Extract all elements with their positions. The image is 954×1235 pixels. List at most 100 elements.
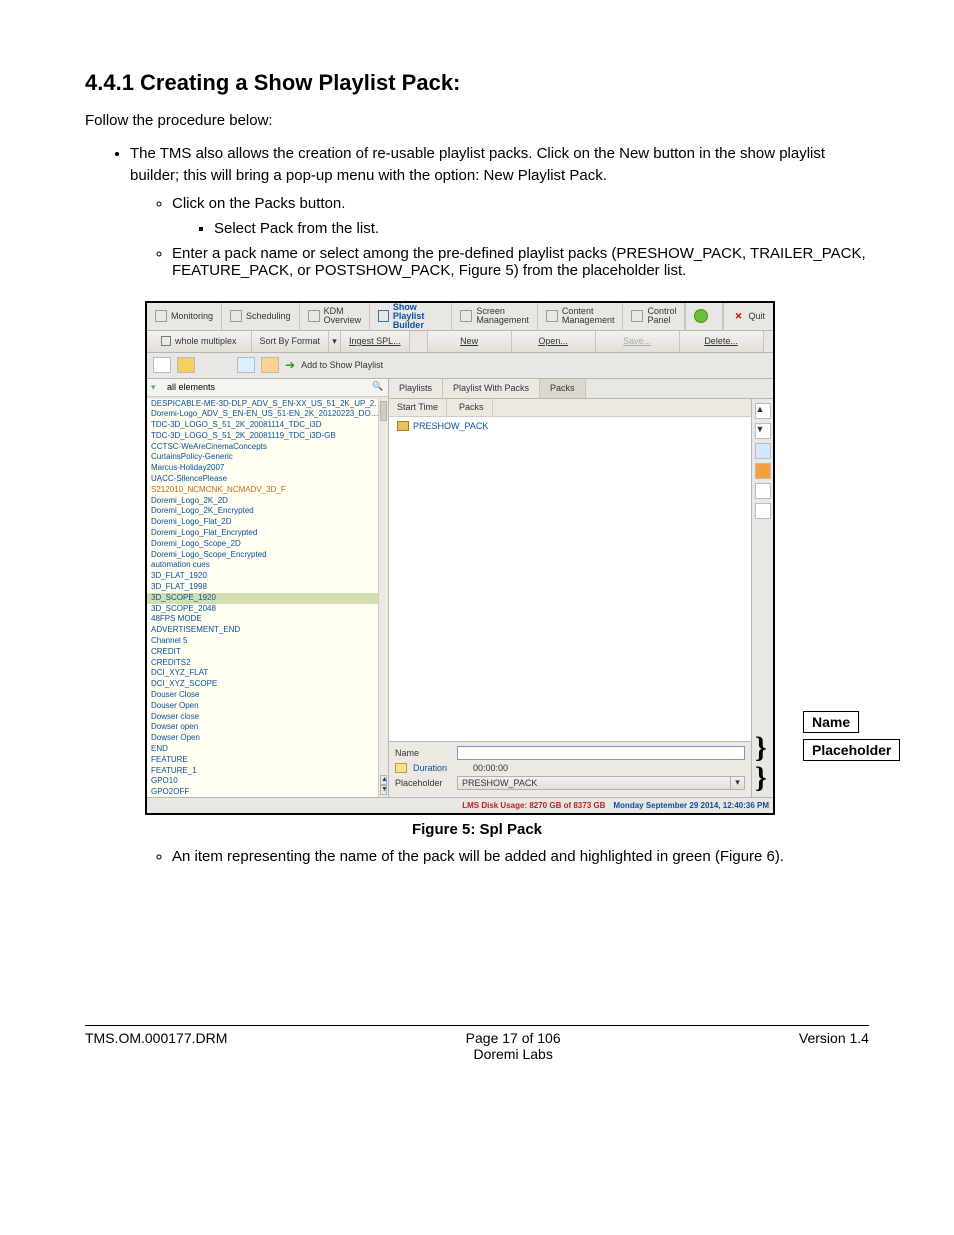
col-start-time[interactable]: Start Time <box>389 399 447 416</box>
add-to-show-playlist[interactable]: Add to Show Playlist <box>301 360 383 370</box>
list-item[interactable]: Doremi_Logo_2K_Encrypted <box>147 506 388 517</box>
list-item[interactable]: Dowser open <box>147 722 388 733</box>
tab-control-label-2: Panel <box>647 315 670 325</box>
filter-input[interactable] <box>165 381 372 393</box>
list-item[interactable]: Doremi_Logo_2K_2D <box>147 496 388 507</box>
spinner[interactable]: ▲▼ <box>380 775 387 795</box>
delete-button[interactable]: Delete... <box>680 331 764 352</box>
ingest-spl-button[interactable]: Ingest SPL... <box>341 331 410 352</box>
list-item[interactable]: 3D_FLAT_1920 <box>147 571 388 582</box>
chevron-down-icon: ▾ <box>730 777 744 789</box>
list-item[interactable]: TDC-3D_LOGO_S_51_2K_20081114_TDC_i3D <box>147 420 388 431</box>
list-item[interactable]: UACC-SilencePlease <box>147 474 388 485</box>
duration-value: 00:00:00 <box>473 763 508 773</box>
list-item[interactable]: Doremi_Logo_Scope_2D <box>147 539 388 550</box>
subtab-packs[interactable]: Packs <box>540 379 586 398</box>
list-item[interactable]: FEATURE_1 <box>147 766 388 777</box>
save-button[interactable]: Save... <box>596 331 680 352</box>
tab-kdm-label-2: Overview <box>324 315 362 325</box>
tab-show-playlist-builder[interactable]: Show PlaylistBuilder <box>370 303 452 330</box>
name-input[interactable] <box>457 746 745 760</box>
scrollbar[interactable]: ▲▼ <box>378 399 388 797</box>
list-item[interactable]: CurtainsPolicy-Generic <box>147 452 388 463</box>
list-item[interactable]: Douser Close <box>147 690 388 701</box>
save-label: Save... <box>623 336 651 346</box>
list-item[interactable]: TDC-3D_LOGO_S_51_2K_20081119_TDC_i3D-GB <box>147 431 388 442</box>
subtab-playlist-with-packs[interactable]: Playlist With Packs <box>443 379 540 398</box>
tool-icon-2[interactable] <box>177 357 195 373</box>
list-item[interactable]: Marcus-Holiday2007 <box>147 463 388 474</box>
tab-control-panel[interactable]: ControlPanel <box>623 303 685 330</box>
list-item[interactable]: 48FPS MODE <box>147 614 388 625</box>
sort-by-format[interactable]: Sort By Format <box>252 331 330 352</box>
callout-placeholder: Placeholder <box>803 739 900 761</box>
side-icon-6[interactable] <box>755 503 771 519</box>
tab-monitoring[interactable]: Monitoring <box>147 303 222 330</box>
tool-icon-4[interactable] <box>261 357 279 373</box>
list-item[interactable]: CREDIT <box>147 647 388 658</box>
quit-button[interactable]: ✕Quit <box>723 303 773 330</box>
search-icon[interactable]: 🔍 <box>372 381 384 393</box>
tab-screen-mgmt[interactable]: ScreenManagement <box>452 303 538 330</box>
new-button[interactable]: New <box>428 331 512 352</box>
disk-usage: LMS Disk Usage: 8270 GB of 8373 GB <box>462 801 605 810</box>
brace-name: } <box>755 739 765 757</box>
element-list[interactable]: DESPICABLE-ME-3D-DLP_ADV_S_EN-XX_US_51_2… <box>147 399 388 797</box>
list-item[interactable]: Doremi_Logo_Scope_Encrypted <box>147 550 388 561</box>
tool-icon-1[interactable] <box>153 357 171 373</box>
duration-label: Duration <box>413 763 447 773</box>
tab-content-label-2: Management <box>562 315 615 325</box>
list-item[interactable]: S212010_NCMCNK_NCMADV_3D_F <box>147 485 388 496</box>
whole-multiplex-label: whole multiplex <box>175 336 237 346</box>
side-icon-5[interactable] <box>755 483 771 499</box>
list-item[interactable]: CREDITS2 <box>147 658 388 669</box>
subtab-playlists[interactable]: Playlists <box>389 379 443 398</box>
scroll-thumb[interactable] <box>380 401 387 421</box>
tab-scheduling[interactable]: Scheduling <box>222 303 300 330</box>
list-item[interactable]: CCTSC-WeAreCinemaConcepts <box>147 442 388 453</box>
list-item[interactable]: Channel 5 <box>147 636 388 647</box>
tree-node-preshow[interactable]: PRESHOW_PACK <box>397 421 743 431</box>
side-icon-down[interactable]: ▼ <box>755 423 771 439</box>
list-item[interactable]: ADVERTISEMENT_END <box>147 625 388 636</box>
list-item[interactable]: 3D_SCOPE_1920 <box>147 593 388 604</box>
tab-screen-label-2: Management <box>476 315 529 325</box>
side-icon-up[interactable]: ▲ <box>755 403 771 419</box>
tab-content-mgmt[interactable]: ContentManagement <box>538 303 624 330</box>
bullet-main: The TMS also allows the creation of re-u… <box>130 143 869 187</box>
side-icon-4[interactable] <box>755 463 771 479</box>
packs-tree[interactable]: PRESHOW_PACK <box>389 417 751 741</box>
list-item[interactable]: Doremi-Logo_ADV_S_EN-EN_US_51-EN_2K_2012… <box>147 409 388 420</box>
list-item[interactable]: GPO2OFF <box>147 787 388 796</box>
list-item[interactable]: Doremi_Logo_Flat_2D <box>147 517 388 528</box>
list-item[interactable]: Douser Open <box>147 701 388 712</box>
list-item[interactable]: 3D_FLAT_1998 <box>147 582 388 593</box>
action-row: whole multiplex Sort By Format ▾ Ingest … <box>147 331 773 353</box>
right-header: Start Time Packs <box>389 399 751 417</box>
placeholder-select[interactable]: PRESHOW_PACK ▾ <box>457 776 745 790</box>
open-button[interactable]: Open... <box>512 331 596 352</box>
list-item[interactable]: FEATURE <box>147 755 388 766</box>
list-item[interactable]: 3D_SCOPE_2048 <box>147 604 388 615</box>
list-item[interactable]: END <box>147 744 388 755</box>
filter-icon: ▾ <box>151 382 165 393</box>
list-item[interactable]: DCI_XYZ_FLAT <box>147 668 388 679</box>
checkbox-icon <box>161 336 171 346</box>
side-icon-3[interactable] <box>755 443 771 459</box>
list-item[interactable]: Doremi_Logo_Flat_Encrypted <box>147 528 388 539</box>
list-item[interactable]: DESPICABLE-ME-3D-DLP_ADV_S_EN-XX_US_51_2… <box>147 399 388 410</box>
list-item[interactable]: DCI_XYZ_SCOPE <box>147 679 388 690</box>
monitor-icon <box>155 310 167 322</box>
whole-multiplex-check[interactable]: whole multiplex <box>147 331 252 352</box>
sort-dropdown[interactable]: ▾ <box>329 331 341 352</box>
bottom-form: Name Duration 00:00:00 Placeholder PRESH… <box>389 741 751 797</box>
list-item[interactable]: automation cues <box>147 560 388 571</box>
list-item[interactable]: Dowser Open <box>147 733 388 744</box>
tool-icon-3[interactable] <box>237 357 255 373</box>
list-item[interactable]: Dowser close <box>147 712 388 723</box>
col-packs[interactable]: Packs <box>447 399 493 416</box>
pack-icon <box>397 421 409 431</box>
tab-kdm-overview[interactable]: KDMOverview <box>300 303 371 330</box>
bullet-click-packs: Click on the Packs button. <box>172 195 869 212</box>
list-item[interactable]: GPO10 <box>147 776 388 787</box>
